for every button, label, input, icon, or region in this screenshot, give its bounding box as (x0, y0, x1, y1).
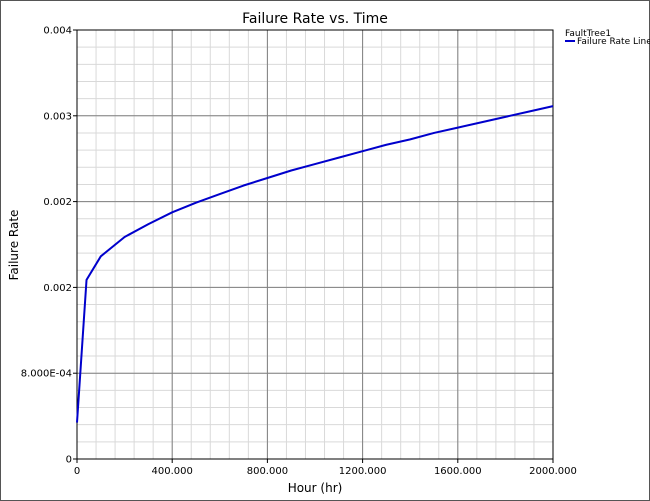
y-tick-label: 0.002 (43, 197, 72, 208)
series-layer (76, 105, 554, 423)
legend-title: FaultTree1 (565, 29, 611, 39)
chart-title: Failure Rate vs. Time (242, 11, 388, 27)
legend-entry: Failure Rate Line (577, 37, 650, 47)
x-tick-label: 1200.000 (339, 466, 387, 477)
x-tick-label: 800.000 (247, 466, 288, 477)
y-axis-label: Failure Rate (7, 210, 21, 281)
series-line-failure-rate (76, 105, 554, 423)
x-tick-label: 2000.000 (529, 466, 577, 477)
x-axis-ticks: 0 400.000 800.000 1200.000 1600.000 2000.000 (74, 459, 577, 477)
y-tick-label: 0 (66, 455, 72, 466)
x-tick-label: 1600.000 (434, 466, 482, 477)
plot-border (76, 29, 554, 460)
y-tick-label: 0.003 (43, 111, 72, 122)
y-tick-label: 8.000E-04 (21, 369, 72, 380)
legend: FaultTree1 Failure Rate Line (565, 29, 650, 47)
x-tick-label: 0 (74, 466, 80, 477)
x-axis-label: Hour (hr) (288, 481, 343, 495)
y-tick-label: 0.002 (43, 283, 72, 294)
y-tick-label: 0.004 (43, 26, 72, 37)
x-tick-label: 400.000 (152, 466, 193, 477)
plot-area (77, 30, 553, 459)
y-axis-ticks: 0 8.000E-04 0.002 0.002 0.003 0.004 (21, 26, 77, 466)
